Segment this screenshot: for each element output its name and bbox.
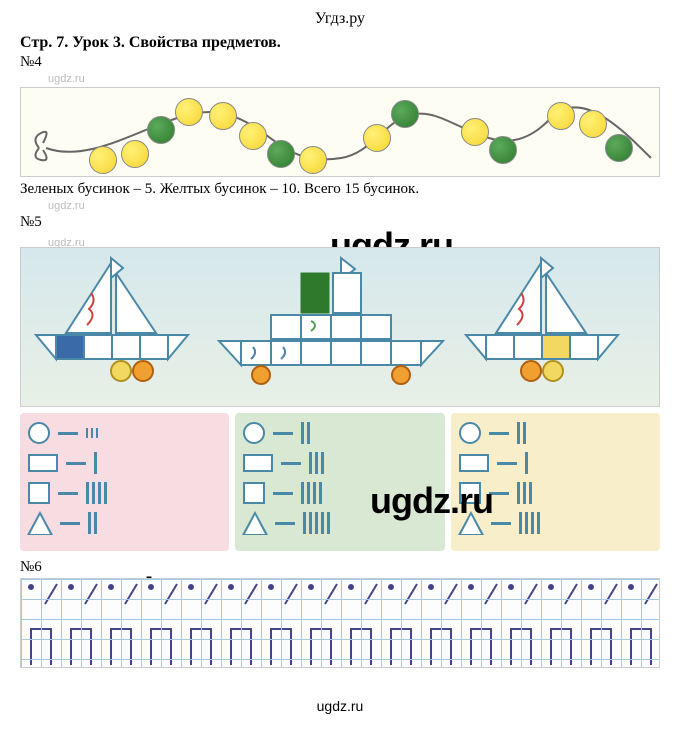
count-panel bbox=[20, 413, 229, 551]
count-row bbox=[28, 451, 221, 475]
dash-icon bbox=[58, 432, 78, 435]
tally-marks bbox=[519, 512, 540, 534]
bead bbox=[267, 140, 295, 168]
tally-marks bbox=[94, 452, 97, 474]
bead bbox=[547, 102, 575, 130]
count-panels-row bbox=[20, 413, 660, 551]
beads-figure bbox=[20, 87, 660, 177]
shape-tri-icon bbox=[243, 512, 267, 534]
tally-marks bbox=[301, 422, 310, 444]
dash-icon bbox=[491, 522, 511, 525]
dash-icon bbox=[489, 432, 509, 435]
tally-marks bbox=[517, 482, 532, 504]
shape-square-icon bbox=[243, 482, 265, 504]
shape-circle-icon bbox=[243, 422, 265, 444]
shape-tri-icon bbox=[28, 512, 52, 534]
bead bbox=[239, 122, 267, 150]
shape-circle-icon bbox=[459, 422, 481, 444]
boats-svg bbox=[21, 248, 661, 408]
bead bbox=[391, 100, 419, 128]
dash-icon bbox=[66, 462, 86, 465]
count-row bbox=[28, 421, 221, 445]
shape-circle-icon bbox=[28, 422, 50, 444]
tally-marks bbox=[88, 512, 97, 534]
bead bbox=[121, 140, 149, 168]
dash-icon bbox=[497, 462, 517, 465]
bead bbox=[175, 98, 203, 126]
watermark-small-2: ugdz.ru bbox=[48, 200, 660, 212]
shape-rect-icon bbox=[459, 454, 489, 472]
count-row bbox=[243, 451, 436, 475]
dash-icon bbox=[275, 522, 295, 525]
bead bbox=[363, 124, 391, 152]
tally-marks bbox=[86, 428, 98, 438]
footer-site: ugdz.ru bbox=[20, 698, 660, 714]
boats-figure bbox=[20, 247, 660, 407]
bead bbox=[89, 146, 117, 174]
site-name: Угдз.ру bbox=[315, 10, 365, 27]
tally-marks bbox=[303, 512, 330, 534]
count-row bbox=[28, 511, 221, 535]
bead bbox=[489, 136, 517, 164]
dash-icon bbox=[60, 522, 80, 525]
bead bbox=[579, 110, 607, 138]
tally-marks bbox=[309, 452, 324, 474]
bead bbox=[147, 116, 175, 144]
bead bbox=[299, 146, 327, 174]
bead bbox=[209, 102, 237, 130]
count-row bbox=[28, 481, 221, 505]
dash-icon bbox=[281, 462, 301, 465]
site-header: Угдз.ру bbox=[20, 10, 660, 28]
count-row bbox=[459, 421, 652, 445]
dash-icon bbox=[273, 492, 293, 495]
bead bbox=[461, 118, 489, 146]
grid-figure bbox=[20, 578, 660, 668]
tally-marks bbox=[86, 482, 107, 504]
beads-string bbox=[21, 88, 661, 178]
dash-icon bbox=[58, 492, 78, 495]
task-4-label: №4 bbox=[20, 54, 660, 71]
watermark-small-1: ugdz.ru bbox=[48, 73, 660, 85]
shape-rect-icon bbox=[243, 454, 273, 472]
watermark-big-2: ugdz.ru bbox=[370, 480, 493, 522]
tally-marks bbox=[301, 482, 322, 504]
count-row bbox=[459, 451, 652, 475]
bead bbox=[605, 134, 633, 162]
tally-marks bbox=[525, 452, 528, 474]
page-title: Стр. 7. Урок 3. Свойства предметов. bbox=[20, 34, 660, 52]
dash-icon bbox=[273, 432, 293, 435]
beads-summary: Зеленых бусинок – 5. Желтых бусинок – 10… bbox=[20, 181, 660, 198]
shape-square-icon bbox=[28, 482, 50, 504]
tally-marks bbox=[517, 422, 526, 444]
count-row bbox=[243, 421, 436, 445]
shape-rect-icon bbox=[28, 454, 58, 472]
